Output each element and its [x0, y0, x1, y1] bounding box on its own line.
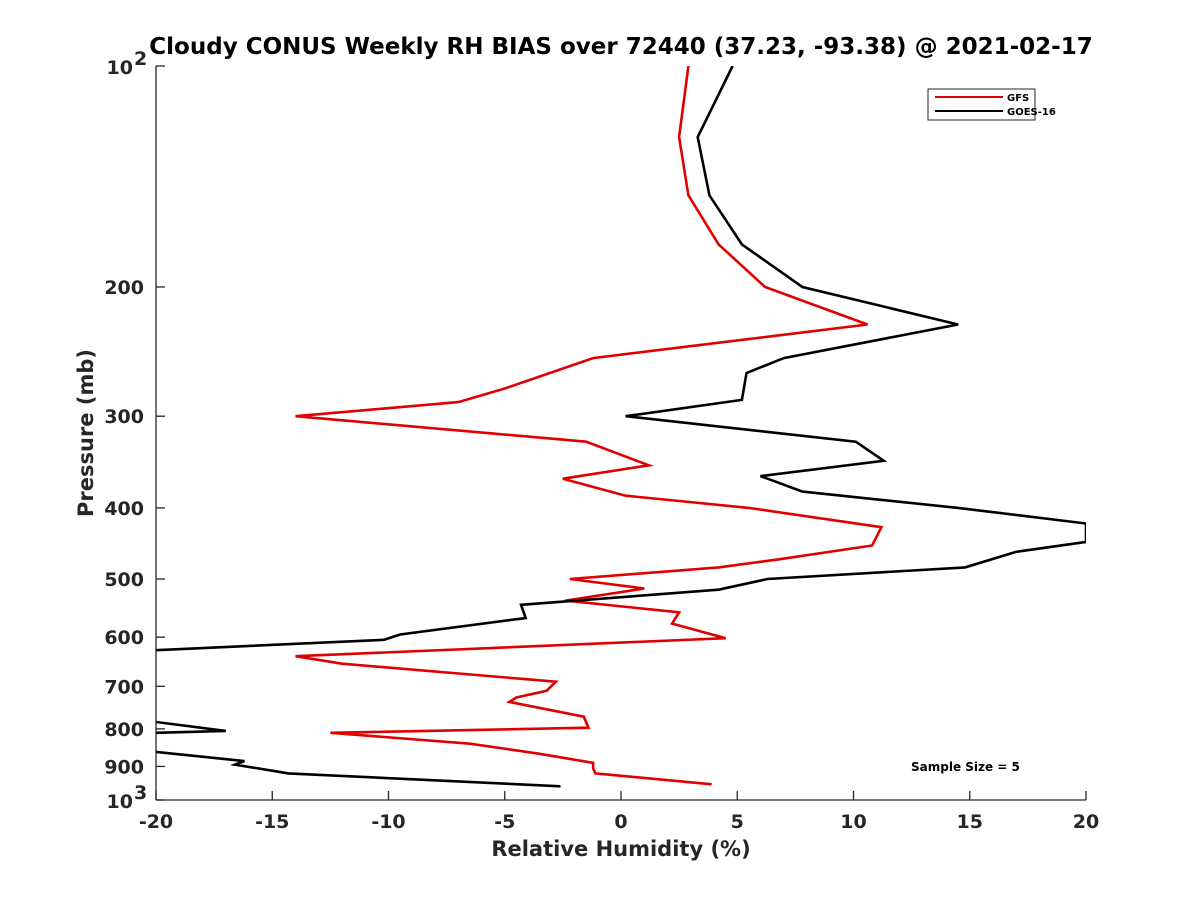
plot-area	[156, 66, 1086, 800]
chart-title: Cloudy CONUS Weekly RH BIAS over 72440 (…	[149, 34, 1092, 60]
y-axis-label: Pressure (mb)	[74, 349, 98, 517]
series-line-gfs	[295, 66, 884, 786]
y-tick-label: 10	[107, 57, 133, 79]
x-tick-label: -10	[371, 811, 405, 833]
legend-label-goes16: GOES-16	[1007, 107, 1056, 118]
y-tick-label: 800	[104, 719, 144, 741]
y-tick-exponent: 3	[134, 782, 147, 804]
x-tick-group: -20 -15 -10 -5 0 5 10 15 20	[139, 791, 1099, 833]
y-tick-label: 300	[104, 406, 144, 428]
series-line-goes-16	[156, 66, 1086, 788]
x-tick-label: -20	[139, 811, 173, 833]
x-axis-label: Relative Humidity (%)	[491, 837, 750, 861]
x-tick-label: -15	[255, 811, 289, 833]
x-tick-label: 5	[731, 811, 744, 833]
x-tick-label: -5	[494, 811, 515, 833]
y-tick-label: 600	[104, 627, 144, 649]
y-tick-label: 10	[107, 791, 133, 813]
x-tick-label: 15	[957, 811, 983, 833]
y-tick-label: 700	[104, 676, 144, 698]
y-tick-label: 500	[104, 569, 144, 591]
legend: GFS GOES-16	[927, 88, 1056, 121]
x-tick-label: 0	[614, 811, 627, 833]
series-layer	[156, 66, 1086, 788]
x-tick-label: 10	[840, 811, 866, 833]
y-tick-label: 400	[104, 498, 144, 520]
y-tick-label: 900	[104, 756, 144, 778]
x-tick-label: 20	[1073, 811, 1099, 833]
y-tick-exponent: 2	[134, 48, 147, 70]
legend-label-gfs: GFS	[1007, 93, 1029, 104]
sample-size-annotation: Sample Size = 5	[911, 760, 1020, 774]
y-tick-label: 200	[104, 277, 144, 299]
legend-box	[927, 88, 1036, 121]
